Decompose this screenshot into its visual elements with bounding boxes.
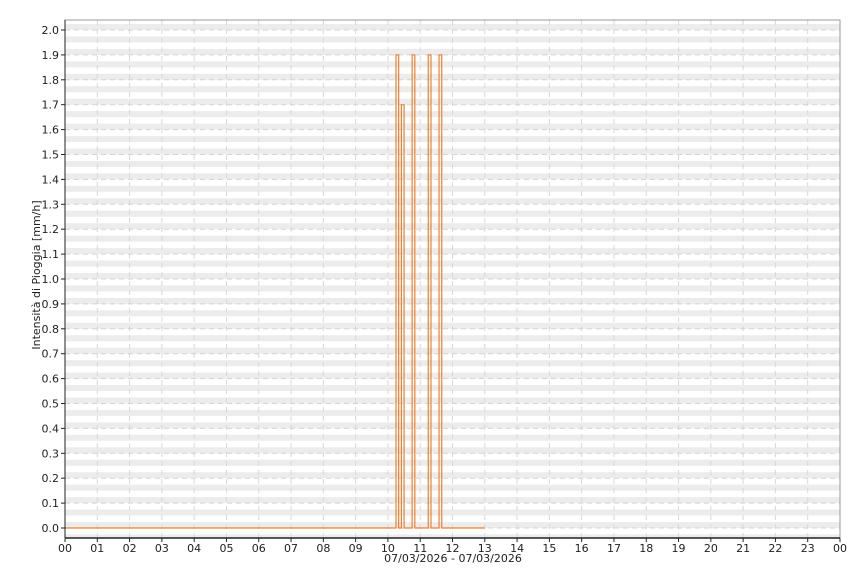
rain-intensity-line — [65, 54, 485, 529]
y-tick-label: 1.2 — [42, 223, 60, 236]
y-tick-label: 1.0 — [42, 273, 60, 286]
x-tick-label: 00 — [58, 542, 72, 555]
y-tick-label: 0.0 — [42, 522, 60, 535]
x-tick-label: 10 — [381, 542, 395, 555]
x-tick-label: 05 — [219, 542, 233, 555]
y-axis-label: Intensità di Pioggia [mm/h] — [30, 200, 43, 349]
x-tick-label: 04 — [187, 542, 201, 555]
y-tick-label: 0.7 — [42, 348, 60, 361]
x-tick-label: 02 — [123, 542, 137, 555]
x-tick-label: 11 — [413, 542, 427, 555]
y-tick-label: 1.4 — [42, 173, 60, 186]
y-tick-label: 1.7 — [42, 99, 60, 112]
y-tick-label: 1.5 — [42, 149, 60, 162]
y-tick-label: 0.2 — [42, 472, 60, 485]
axes: 00 01 02 03 04 05 06 07 08 09 10 11 12 13 14 15 16 17 18 19… — [42, 19, 847, 555]
x-tick-label: 06 — [252, 542, 266, 555]
x-tick-label: 16 — [575, 542, 589, 555]
y-tick-label: 1.9 — [42, 49, 60, 62]
grid-lines — [65, 20, 840, 538]
x-tick-label: 13 — [478, 542, 492, 555]
x-tick-label: 03 — [155, 542, 169, 555]
x-tick-label: 14 — [510, 542, 524, 555]
x-tick-label: 07 — [284, 542, 298, 555]
y-tick-label: 1.3 — [42, 198, 60, 211]
series-layer — [65, 54, 485, 529]
y-tick-label: 0.6 — [42, 373, 60, 386]
y-tick-label: 0.8 — [42, 323, 60, 336]
x-tick-label: 22 — [768, 542, 782, 555]
y-tick-label: 0.4 — [42, 422, 60, 435]
y-tick-label: 1.6 — [42, 124, 60, 137]
x-tick-label: 15 — [542, 542, 556, 555]
x-axis-label: 07/03/2026 - 07/03/2026 — [384, 552, 522, 565]
x-tick-label: 01 — [90, 542, 104, 555]
x-tick-label: 23 — [801, 542, 815, 555]
y-tick-label: 0.5 — [42, 398, 60, 411]
y-tick-label: 0.3 — [42, 447, 60, 460]
y-tick-label: 0.1 — [42, 497, 60, 510]
y-tick-label: 0.9 — [42, 298, 60, 311]
x-tick-label: 18 — [639, 542, 653, 555]
x-tick-label: 09 — [349, 542, 363, 555]
x-tick-label: 19 — [672, 542, 686, 555]
x-tick-label: 00 — [833, 542, 847, 555]
x-tick-label: 12 — [446, 542, 460, 555]
x-tick-label: 08 — [316, 542, 330, 555]
x-tick-label: 21 — [736, 542, 750, 555]
y-tick-label: 2.0 — [42, 24, 60, 37]
x-tick-label: 17 — [607, 542, 621, 555]
x-tick-label: 20 — [704, 542, 718, 555]
y-tick-label: 1.1 — [42, 248, 60, 261]
y-tick-label: 1.8 — [42, 74, 60, 87]
